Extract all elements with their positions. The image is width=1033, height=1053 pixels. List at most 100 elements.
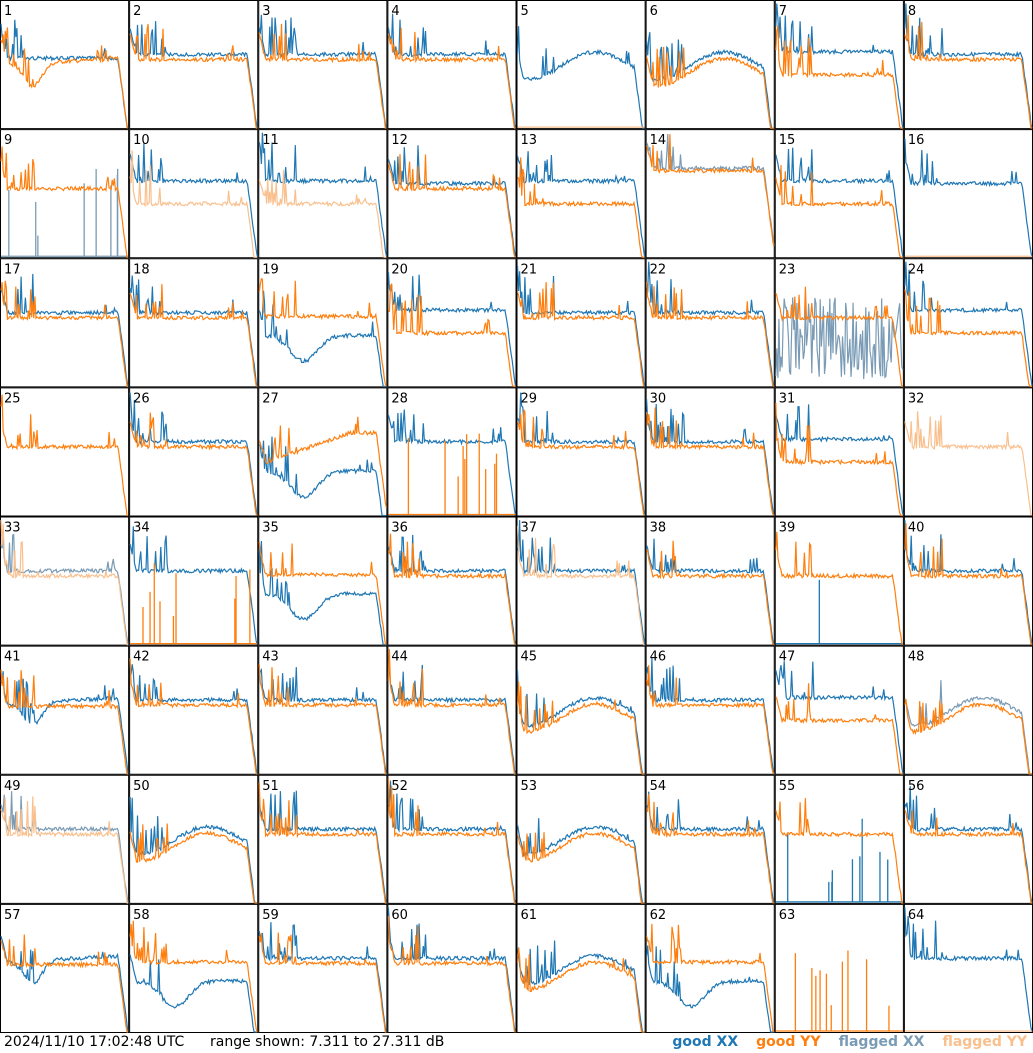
panel-33: 33 — [0, 516, 130, 646]
panel-1: 1 — [0, 0, 130, 130]
panel-frame — [516, 387, 646, 517]
yy-trace — [0, 27, 129, 129]
panel-label: 6 — [650, 4, 658, 19]
xx-trace — [646, 538, 775, 645]
panel-63: 63 — [774, 903, 904, 1033]
panel-label: 39 — [779, 521, 796, 536]
panel-22: 22 — [645, 258, 775, 388]
yy-trace — [0, 519, 129, 646]
panel-label: 34 — [133, 521, 150, 536]
panel-53: 53 — [516, 774, 646, 904]
xx-trace — [516, 940, 645, 1033]
panel-frame — [645, 258, 775, 388]
panel-23: 23 — [774, 258, 904, 388]
panel-frame — [774, 0, 904, 130]
yy-trace — [129, 920, 258, 1033]
panel-37: 37 — [516, 516, 646, 646]
xx-trace — [646, 791, 775, 904]
panel-frame — [516, 903, 646, 1033]
yy-trace — [904, 14, 1032, 129]
panel-frame — [774, 645, 904, 775]
xx-trace — [775, 3, 904, 129]
panel-frame — [129, 645, 259, 775]
yy-trace — [646, 923, 775, 1033]
xx-trace — [387, 664, 517, 774]
panel-label: 50 — [133, 779, 150, 794]
panel-frame — [0, 258, 130, 388]
panel-26: 26 — [129, 387, 259, 517]
panel-label: 36 — [391, 521, 408, 536]
xx-trace — [0, 273, 129, 387]
panel-label: 33 — [4, 521, 21, 536]
panel-52: 52 — [387, 774, 517, 904]
panel-frame — [258, 387, 388, 517]
panel-frame — [258, 129, 388, 259]
panel-43: 43 — [258, 645, 388, 775]
xx-trace — [775, 661, 904, 774]
panel-label: 31 — [779, 391, 796, 406]
xx-trace — [387, 409, 517, 516]
panel-label: 4 — [391, 4, 399, 19]
panel-2: 2 — [129, 0, 259, 130]
panel-60: 60 — [387, 903, 517, 1033]
panel-13: 13 — [516, 129, 646, 259]
yy-trace — [387, 649, 516, 775]
xx-trace — [387, 271, 517, 387]
panel-frame — [903, 516, 1033, 646]
footer: 2024/11/10 17:02:48 UTC range shown: 7.3… — [0, 1033, 1033, 1053]
panel-frame — [645, 387, 775, 517]
panel-frame — [0, 0, 130, 130]
panel-label: 64 — [908, 908, 925, 923]
panel-frame — [645, 645, 775, 775]
panel-14: 14 — [645, 129, 775, 259]
panel-label: 41 — [4, 650, 21, 665]
panel-47: 47 — [774, 645, 904, 775]
panel-24: 24 — [903, 258, 1033, 388]
panel-frame — [258, 903, 388, 1033]
panel-frame — [516, 129, 646, 259]
yy-trace — [0, 146, 129, 258]
panel-frame — [258, 774, 388, 904]
panel-label: 58 — [133, 908, 150, 923]
panel-label: 27 — [262, 391, 279, 406]
panel-label: 40 — [908, 521, 925, 536]
yy-trace — [0, 280, 129, 387]
panel-29: 29 — [516, 387, 646, 517]
yy-trace — [646, 540, 775, 646]
yy-trace — [904, 411, 1033, 516]
panel-label: 10 — [133, 133, 150, 148]
panel-label: 22 — [650, 262, 667, 277]
panel-frame — [645, 129, 775, 259]
panel-4: 4 — [387, 0, 517, 130]
yy-trace — [129, 284, 258, 387]
panel-frame — [387, 129, 517, 259]
panel-label: 2 — [133, 4, 141, 19]
yy-trace — [0, 669, 129, 775]
panel-56: 56 — [903, 774, 1033, 904]
panel-62: 62 — [645, 903, 775, 1033]
panel-frame — [0, 774, 130, 904]
xx-trace — [258, 132, 387, 257]
panel-label: 8 — [908, 4, 916, 19]
panel-7: 7 — [774, 0, 904, 130]
panel-frame — [129, 129, 259, 259]
xx-trace — [517, 392, 646, 516]
yy-trace — [129, 658, 258, 775]
panel-label: 56 — [908, 779, 925, 794]
xx-trace — [0, 533, 129, 645]
panel-frame — [645, 903, 775, 1033]
panel-frame — [516, 0, 646, 130]
xx-trace — [0, 671, 129, 774]
yy-trace — [258, 277, 387, 387]
panel-10: 10 — [129, 129, 259, 259]
panel-label: 17 — [4, 262, 21, 277]
panel-17: 17 — [0, 258, 130, 388]
yy-trace — [775, 25, 903, 129]
panel-label: 13 — [521, 133, 538, 148]
xx-trace — [904, 680, 1032, 775]
yy-trace — [775, 402, 903, 517]
legend-good-yy: good YY — [756, 1034, 821, 1050]
panel-frame — [516, 645, 646, 775]
panel-11: 11 — [258, 129, 388, 259]
xx-trace — [516, 818, 645, 904]
